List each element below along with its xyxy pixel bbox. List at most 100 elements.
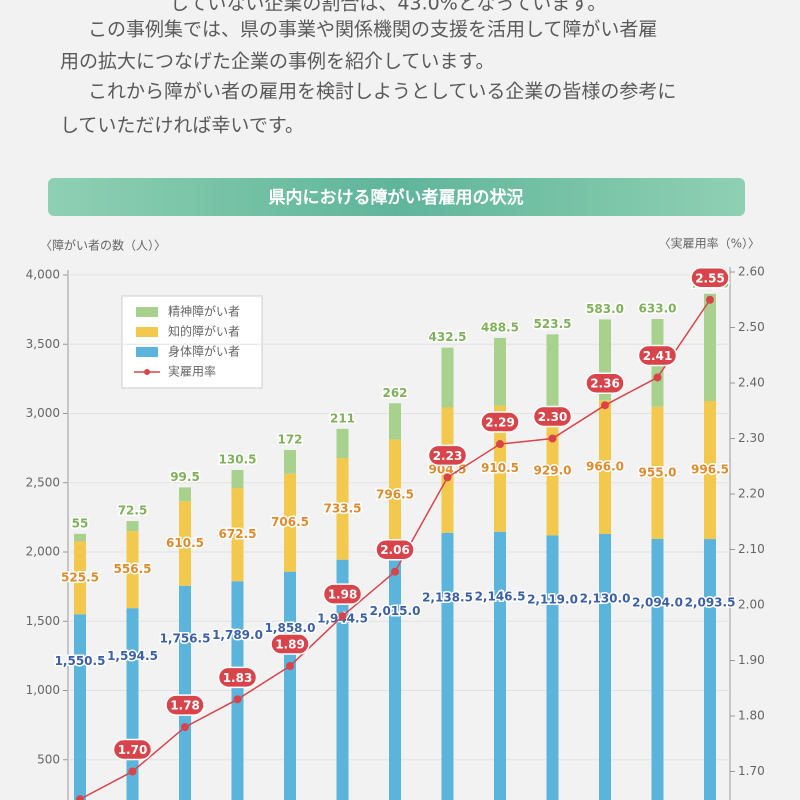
bar-segment <box>231 488 244 582</box>
y-tick-label: 500 <box>37 752 60 766</box>
rate-point <box>181 723 189 732</box>
value-label: 1,594.5 <box>107 649 158 663</box>
y2-tick-label: 1.80 <box>738 709 765 723</box>
rate-point <box>391 567 399 576</box>
legend-swatch <box>136 347 158 357</box>
value-label: 1,550.5 <box>55 654 106 668</box>
rate-point <box>548 434 557 443</box>
y2-tick-label: 2.30 <box>738 431 765 445</box>
value-label: 99.5 <box>170 470 200 484</box>
value-label: 706.5 <box>271 515 309 529</box>
value-label: 2,094.0 <box>632 595 683 609</box>
legend-swatch <box>136 327 158 337</box>
rate-label-pill <box>217 666 258 689</box>
bar-segment <box>179 487 191 502</box>
y2-tick-label: 2.10 <box>738 542 765 556</box>
bar-segment <box>231 470 244 489</box>
value-label: 733.5 <box>324 501 362 515</box>
legend-label: 知的障がい者 <box>168 324 240 339</box>
bar-segment <box>599 400 611 534</box>
y-tick-label: 1,500 <box>26 614 60 628</box>
bar-segment <box>704 401 716 540</box>
rate-label: 1.78 <box>170 699 200 713</box>
rate-label: 2.36 <box>590 377 620 391</box>
rate-point <box>286 662 294 671</box>
rate-label-pill <box>637 344 678 367</box>
rate-point <box>76 795 84 800</box>
y2-tick-label: 1.90 <box>738 653 765 667</box>
legend-label: 身体障がい者 <box>168 344 240 359</box>
legend-swatch <box>136 307 158 317</box>
bar-segment <box>284 473 296 572</box>
bar-segment <box>179 585 191 800</box>
legend-swatch <box>144 369 150 375</box>
bar-segment <box>546 334 559 407</box>
rate-label: 1.98 <box>328 588 358 602</box>
y2-tick-label: 2.60 <box>738 265 765 279</box>
bar-segment <box>389 403 401 440</box>
bar-segment <box>126 521 139 532</box>
bar-segment <box>494 337 506 406</box>
y-tick-label: 2,500 <box>26 475 60 489</box>
plot: 500 1,000 1,500 2,000 2,500 3,000 3,500 4,000 1.… <box>26 265 765 800</box>
y2-tick-label: 1.70 <box>738 764 765 778</box>
legend-label: 実雇用率 <box>168 365 216 379</box>
rate-label-pill <box>375 538 415 561</box>
y2-tick-label: 2.20 <box>738 487 765 501</box>
rate-label-pill <box>322 583 363 605</box>
y2-tick-label: 2.50 <box>738 320 765 334</box>
bar-segment <box>336 458 349 560</box>
banner-title: 県内における障がい者雇用の状況 <box>269 187 524 208</box>
rate-label-pill <box>585 372 625 394</box>
rate-label: 2.30 <box>538 410 568 424</box>
y-axis-label: 〈障がい者の数（人）〉 <box>40 238 166 253</box>
value-label: 796.5 <box>376 487 414 501</box>
rate-point <box>128 767 137 776</box>
rate-label: 2.41 <box>643 349 673 363</box>
y2-tick-label: 2.40 <box>738 376 765 390</box>
value-label: 2,130.0 <box>580 591 631 605</box>
value-label: 910.5 <box>481 461 519 475</box>
rate-point <box>706 295 714 304</box>
paragraph-line: これから障がい者の雇用を検討しようとしている企業の皆様の参考に <box>88 81 676 103</box>
value-label: 2,119.0 <box>527 593 578 607</box>
bar-segment <box>231 581 244 800</box>
value-label: 996.5 <box>691 463 729 477</box>
value-label: 672.5 <box>219 527 257 541</box>
value-label: 55 <box>72 516 89 530</box>
bar-segment <box>494 405 506 532</box>
paragraph-line: していただければ幸いです。 <box>60 115 304 137</box>
bar-segment <box>74 614 86 800</box>
bar-segment <box>284 449 296 474</box>
y2-tick-label: 2.00 <box>738 598 765 612</box>
rate-label-pill <box>270 633 310 655</box>
value-label: 1,756.5 <box>160 632 211 646</box>
value-label: 966.0 <box>586 460 624 474</box>
bar-segment <box>74 533 86 542</box>
value-label: 525.5 <box>61 570 99 584</box>
rate-point <box>496 440 504 449</box>
bar-segment <box>389 439 401 550</box>
rate-label: 1.89 <box>275 638 305 652</box>
value-label: 2,093.5 <box>685 595 736 609</box>
value-label: 633.0 <box>639 302 677 316</box>
value-label: 2,138.5 <box>422 590 473 604</box>
value-label: 556.5 <box>114 562 152 576</box>
bar-segment <box>179 501 191 586</box>
rate-point <box>233 695 242 704</box>
value-label: 172 <box>277 432 302 446</box>
value-label: 1,858.0 <box>265 621 316 635</box>
value-label: 523.5 <box>534 317 572 331</box>
bar-segment <box>126 531 139 609</box>
rate-label: 2.23 <box>433 449 463 463</box>
bar-segment <box>284 571 296 800</box>
rate-label: 1.70 <box>118 743 148 757</box>
rate-label-pill <box>480 411 520 433</box>
rate-point <box>443 473 452 482</box>
value-label: 211 <box>330 411 355 425</box>
rate-label-pill <box>112 738 153 761</box>
y-tick-label: 4,000 <box>26 268 60 282</box>
rate-label: 2.29 <box>485 416 515 430</box>
bar-segment <box>336 428 349 459</box>
